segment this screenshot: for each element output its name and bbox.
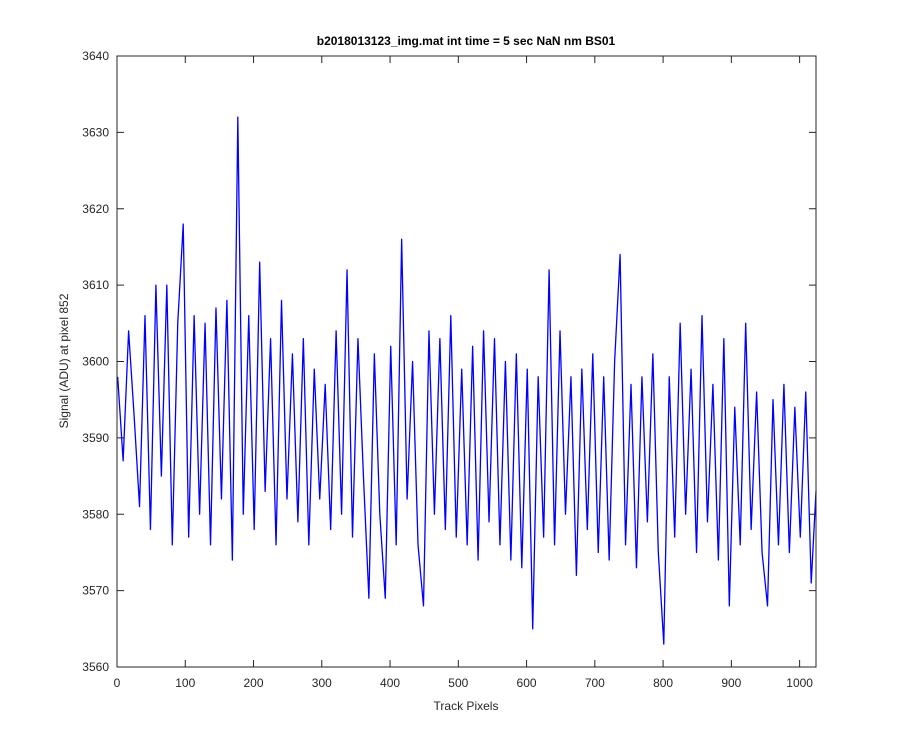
y-tick-label: 3640 (82, 49, 109, 63)
x-tick-label: 700 (585, 676, 605, 690)
y-tick-label: 3570 (82, 584, 109, 598)
y-tick-label: 3600 (82, 355, 109, 369)
x-axis-label: Track Pixels (434, 699, 499, 713)
chart-title: b2018013123_img.mat int time = 5 sec NaN… (317, 34, 616, 48)
x-tick-label: 500 (448, 676, 468, 690)
y-tick-label: 3590 (82, 431, 109, 445)
x-tick-label: 200 (244, 676, 264, 690)
x-tick-label: 100 (175, 676, 195, 690)
x-tick-label: 1000 (786, 676, 813, 690)
y-tick-label: 3580 (82, 507, 109, 521)
x-tick-label: 600 (517, 676, 537, 690)
y-tick-label: 3560 (82, 660, 109, 674)
x-tick-label: 300 (312, 676, 332, 690)
x-tick-label: 800 (653, 676, 673, 690)
y-tick-label: 3620 (82, 202, 109, 216)
data-line (117, 116, 817, 645)
x-tick-label: 900 (721, 676, 741, 690)
x-tick-label: 0 (114, 676, 121, 690)
y-tick-label: 3610 (82, 278, 109, 292)
x-tick-label: 400 (380, 676, 400, 690)
plot-frame (116, 55, 817, 668)
y-axis-label: Signal (ADU) at pixel 852 (57, 293, 71, 428)
y-tick-label: 3630 (82, 125, 109, 139)
